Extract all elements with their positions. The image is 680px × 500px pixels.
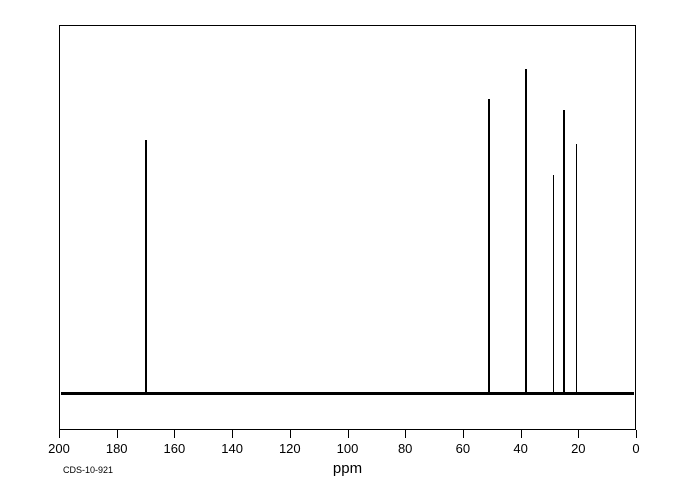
x-tick (463, 430, 464, 438)
x-tick-label: 200 (48, 441, 70, 456)
spectrum-peak (576, 144, 577, 393)
x-tick (578, 430, 579, 438)
spectrum-baseline (61, 392, 634, 395)
x-tick (117, 430, 118, 438)
nmr-chart: 200180160140120100806040200 ppm CDS-10-9… (0, 0, 680, 500)
x-tick (348, 430, 349, 438)
x-tick-label: 120 (279, 441, 301, 456)
x-tick-label: 180 (106, 441, 128, 456)
x-tick (521, 430, 522, 438)
x-tick (636, 430, 637, 438)
x-tick (232, 430, 233, 438)
x-tick-label: 20 (571, 441, 585, 456)
spectrum-peak (563, 110, 565, 394)
x-tick-label: 60 (456, 441, 470, 456)
x-tick-label: 140 (221, 441, 243, 456)
x-tick (174, 430, 175, 438)
x-tick-label: 160 (164, 441, 186, 456)
footer-label: CDS-10-921 (63, 465, 113, 475)
x-axis-label: ppm (333, 460, 362, 477)
x-tick (405, 430, 406, 438)
x-tick (59, 430, 60, 438)
spectrum-peak (488, 99, 490, 393)
spectrum-peak (553, 175, 554, 394)
spectrum-peak (525, 69, 527, 394)
x-tick-label: 40 (513, 441, 527, 456)
spectrum-peak (145, 140, 147, 394)
x-tick-label: 0 (632, 441, 639, 456)
x-tick-label: 100 (337, 441, 359, 456)
x-tick (290, 430, 291, 438)
x-tick-label: 80 (398, 441, 412, 456)
